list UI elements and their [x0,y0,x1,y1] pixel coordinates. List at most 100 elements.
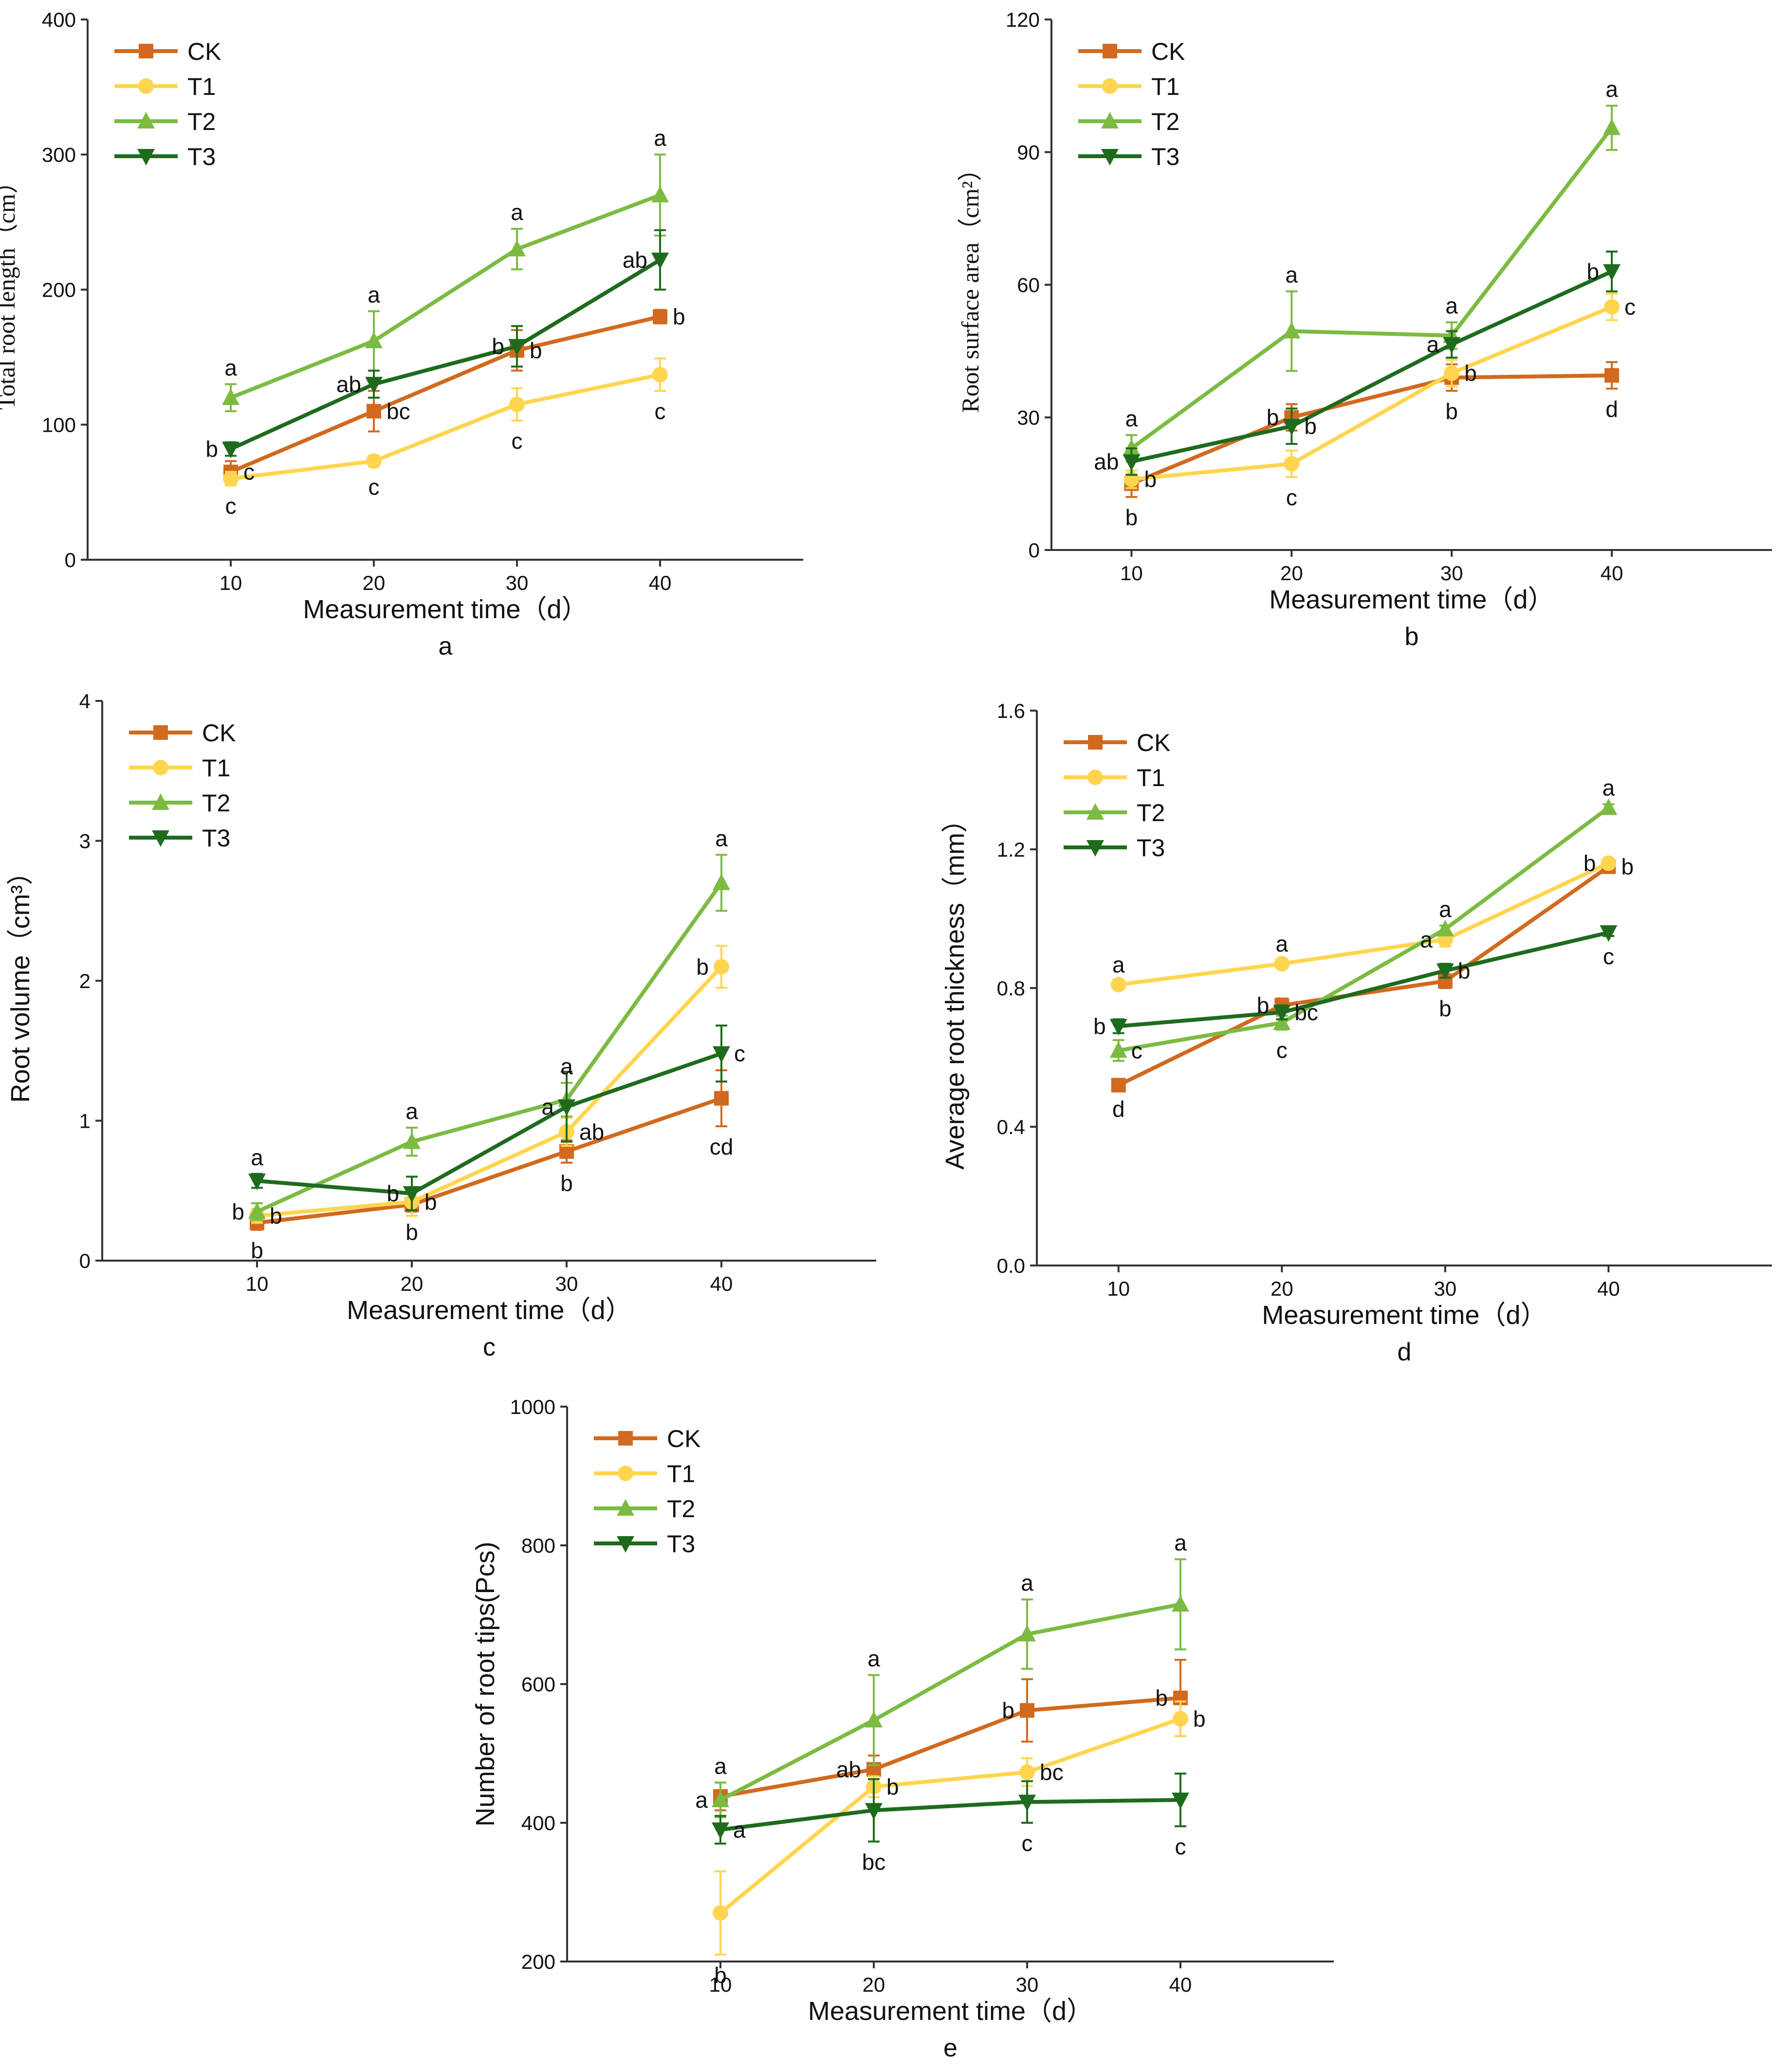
series-line-t1 [257,965,723,1218]
panel-label: c [483,1333,496,1361]
significance-letter: a [251,1145,263,1170]
significance-letter: b [1458,958,1471,983]
significance-letter: d [1112,1097,1125,1122]
data-point-t1 [1601,855,1617,871]
legend: CK T1 T2 T3 [1064,729,1170,862]
legend-label-t1: T1 [202,754,230,782]
significance-letter: a [1439,897,1452,922]
data-point-t3 [651,252,669,269]
series-t2 [712,1558,1189,1818]
legend-marker-ck [1103,44,1117,58]
y-tick-label: 0 [1029,539,1040,562]
significance-letter: bc [862,1849,886,1874]
y-axis-label: Total root length（cm） [0,169,20,410]
chart-panel-d: 0.0 0.4 0.8 1.2 1.6 10 20 30 40 Measurement time（… [940,699,1772,1366]
legend-marker-t1 [1102,78,1118,94]
significance-letter: a [867,1646,880,1671]
x-tick-label: 40 [1169,1973,1192,1996]
significance-letter: a [1112,952,1125,977]
legend-marker-t1 [153,760,168,775]
data-point-ck [1020,1703,1034,1718]
significance-letter: c [368,475,380,500]
significance-letter: a [1276,931,1289,956]
y-axis-label: Number of root tips(Pcs) [471,1541,500,1826]
x-tick-label: 40 [710,1272,733,1295]
significance-letter: b [714,1962,727,1988]
y-tick-label: 300 [42,144,76,166]
y-tick-label: 600 [521,1673,555,1696]
data-point-t3 [1123,454,1141,471]
panel-label: e [943,2034,957,2062]
x-tick-label: 30 [555,1272,578,1295]
y-tick-label: 3 [79,830,91,853]
data-point-t3 [1603,264,1621,281]
significance-letter: b [530,338,542,363]
legend-marker-t3 [152,830,169,847]
legend-label-t2: T2 [1137,799,1165,826]
y-tick-label: 200 [521,1950,555,1973]
significance-letter: b [1267,405,1279,430]
legend-marker-t2 [1101,112,1119,128]
x-tick-label: 10 [1107,1277,1130,1300]
series-line-t2 [256,881,723,1214]
legend-label-t2: T2 [202,789,230,817]
significance-letter: ab [623,247,647,273]
data-point-t2 [1273,1013,1291,1030]
data-point-t1 [1274,956,1290,972]
significance-letter: ab [836,1757,861,1782]
legend-marker-t3 [617,1536,634,1553]
significance-letter: bc [1294,1000,1318,1025]
significance-letter: b [387,1181,399,1206]
significance-letter: b [1193,1706,1206,1731]
significance-letter: a [715,825,728,851]
legend-label-ck: CK [667,1425,700,1452]
y-axis-label: Root volume（cm³） [6,859,35,1102]
legend-marker-ck [139,44,153,58]
legend-marker-t1 [138,78,154,94]
y-tick-label: 4 [79,690,91,713]
significance-letter: b [1155,1686,1168,1711]
series-t3 [248,1025,730,1211]
panel-label: b [1405,623,1419,651]
legend: CK T1 T2 T3 [1078,38,1185,170]
data-point-t2 [1283,322,1301,339]
data-point-t3 [1600,925,1618,942]
series-line-t2 [1130,127,1614,450]
series-line-ck [230,314,661,474]
series-t3 [1123,250,1621,476]
y-tick-label: 400 [521,1812,555,1834]
significance-letter: b [696,954,709,979]
legend-marker-t2 [152,793,169,810]
legend: CK T1 T2 T3 [114,38,221,170]
legend-marker-t1 [618,1466,633,1481]
y-tick-label: 1.6 [997,699,1025,722]
significance-letter: ab [579,1119,604,1145]
chart-panel-e: 200 400 600 800 1000 10 20 30 40 Measurement time… [471,1395,1334,2062]
significance-letter: c [243,459,255,485]
legend-marker-ck [153,725,168,740]
legend-label-t2: T2 [1151,108,1179,135]
data-point-t3 [403,1186,421,1203]
legend-label-t2: T2 [187,108,216,135]
y-tick-label: 800 [521,1534,555,1557]
significance-letter: a [368,282,380,307]
significance-letter: c [1603,944,1614,969]
y-tick-label: 1.2 [997,838,1025,861]
significance-letter: a [654,126,666,151]
legend-marker-t2 [617,1499,634,1516]
legend-marker-t2 [137,112,155,128]
data-point-t1 [509,396,525,412]
significance-letter: a [714,1753,727,1779]
legend-label-t1: T1 [1151,73,1179,100]
significance-letter: b [205,436,218,461]
data-point-t2 [365,331,383,348]
data-point-t2 [508,239,526,257]
data-point-t1 [366,453,382,469]
legend-label-ck: CK [1151,38,1185,65]
significance-letter: cd [710,1134,734,1159]
y-axis-label: Root surface area（cm²） [957,157,984,413]
significance-letter: b [270,1203,282,1229]
significance-letter: b [1257,993,1270,1018]
significance-letter: c [655,399,666,424]
panel-label: d [1398,1338,1412,1366]
